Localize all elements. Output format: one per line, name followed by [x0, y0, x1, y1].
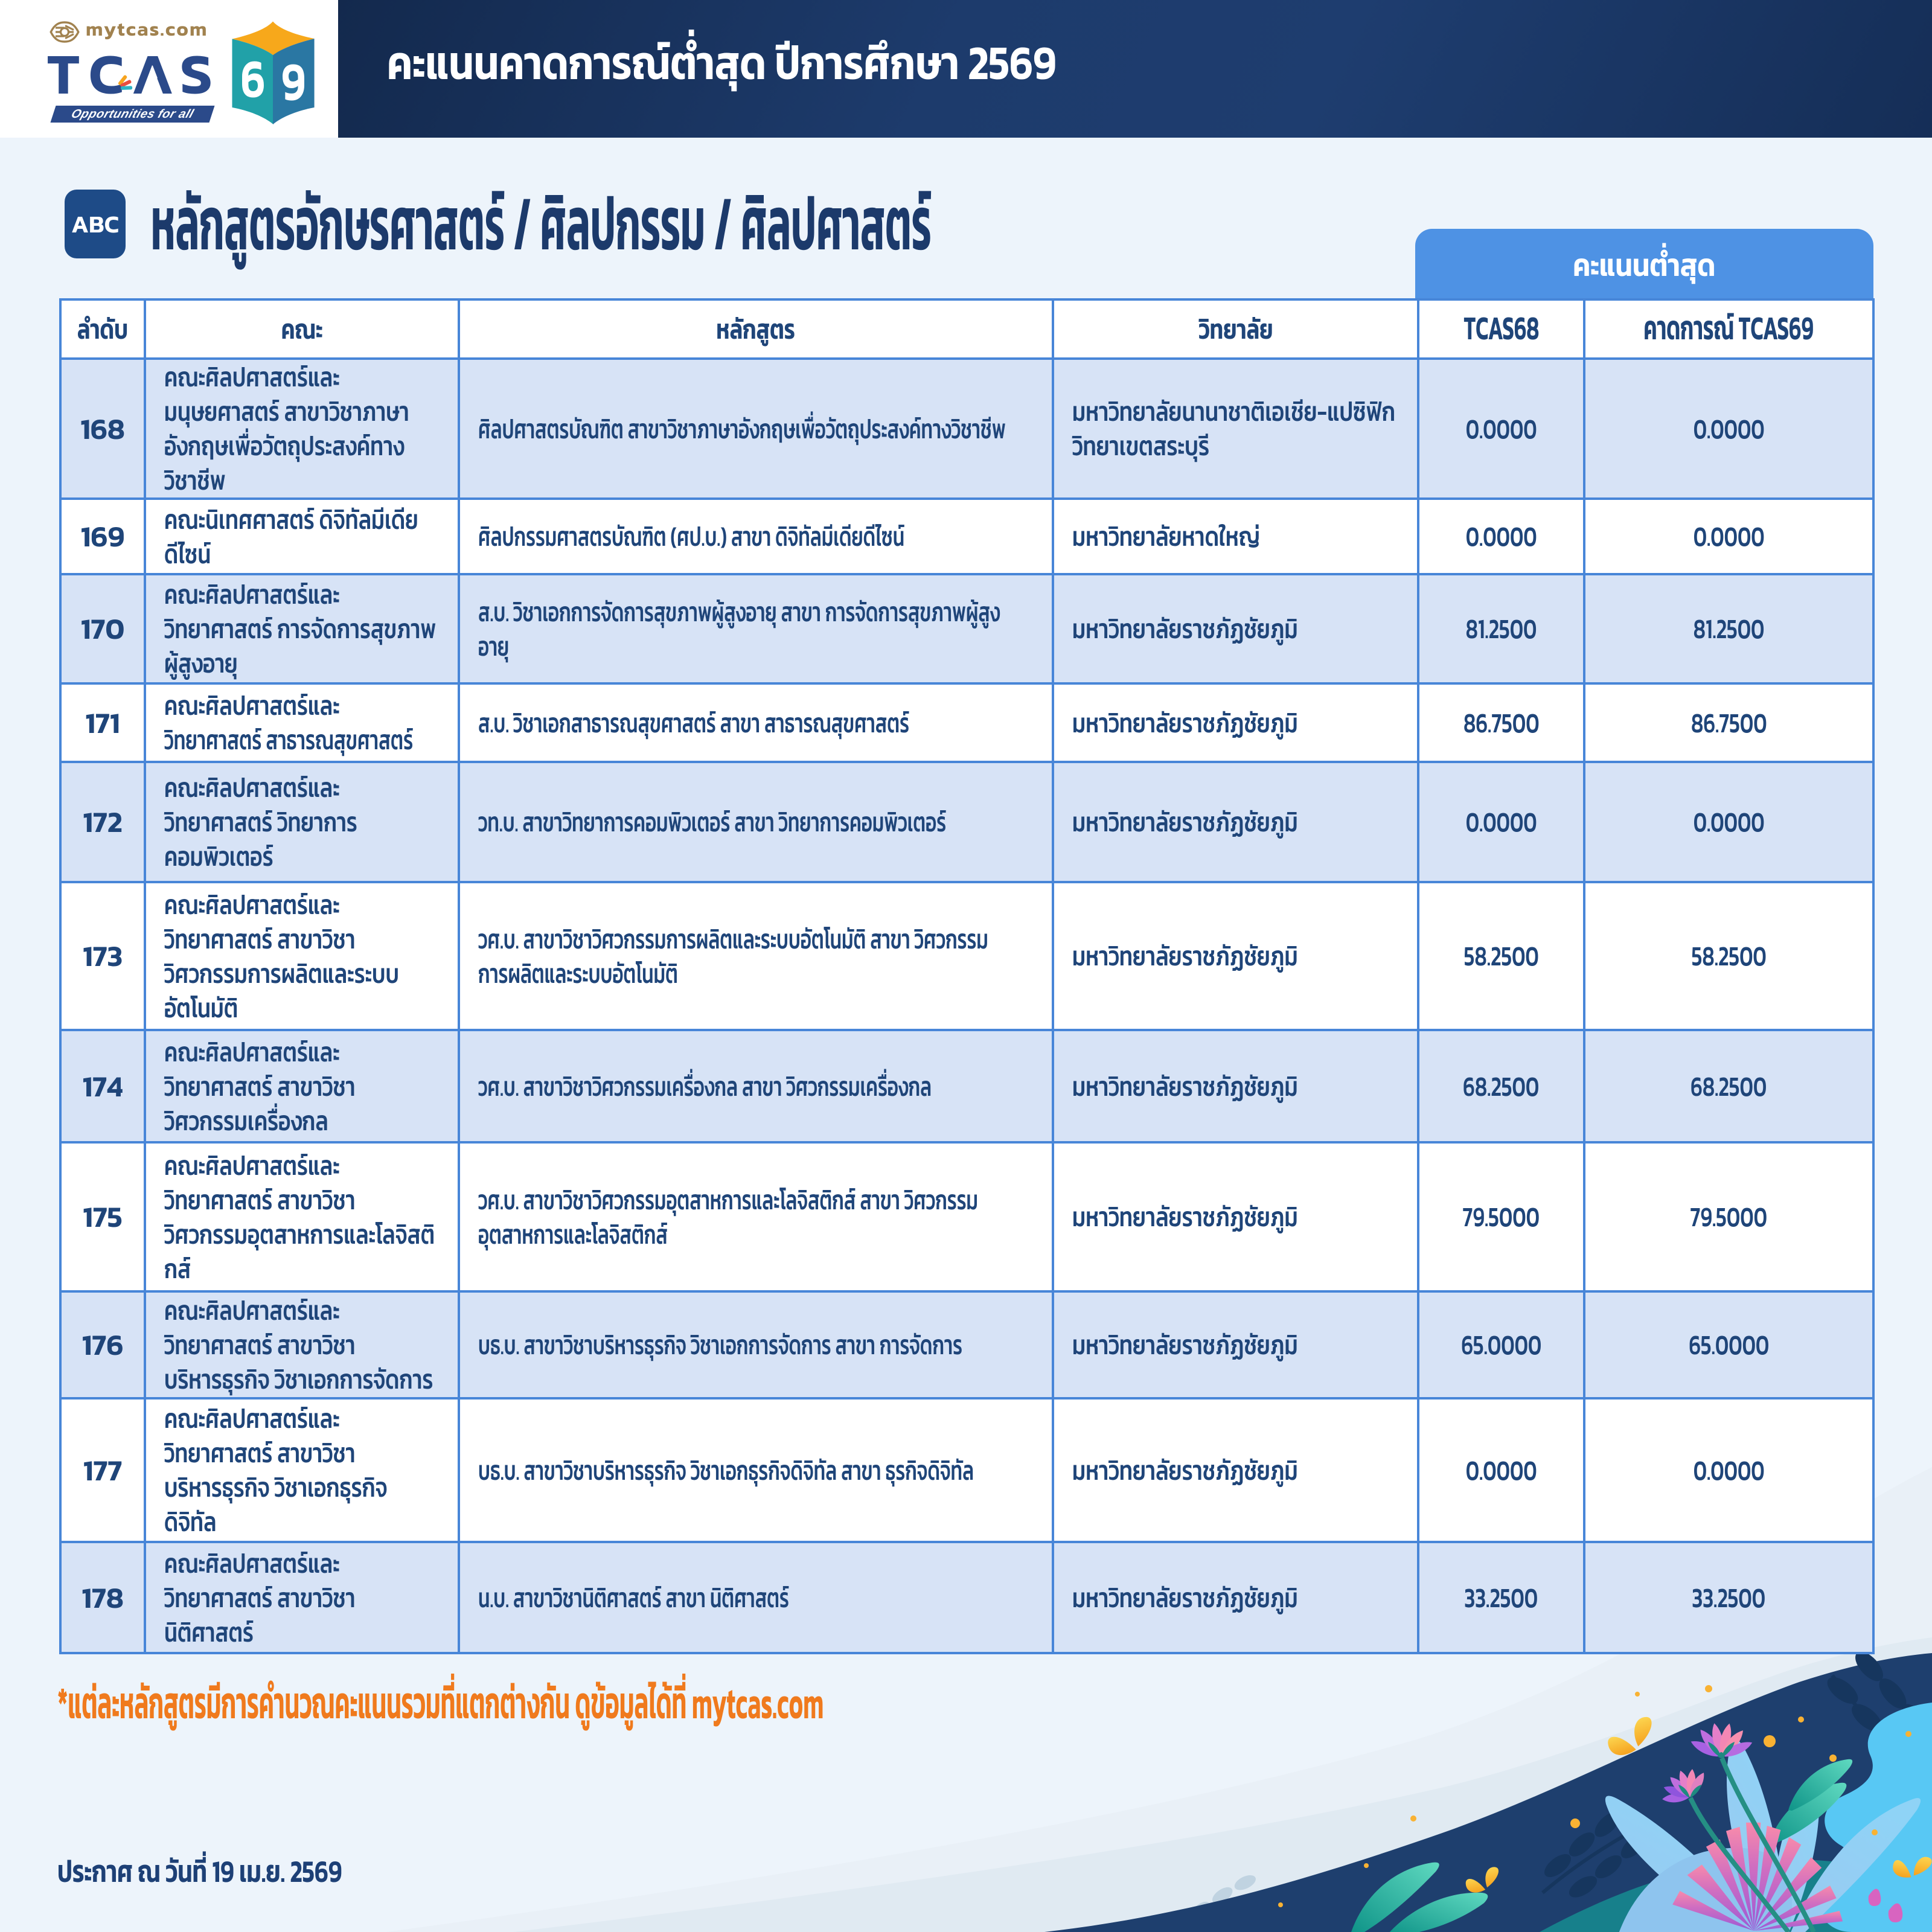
svg-text:9: 9 — [281, 40, 305, 123]
svg-text:6: 6 — [241, 37, 265, 120]
